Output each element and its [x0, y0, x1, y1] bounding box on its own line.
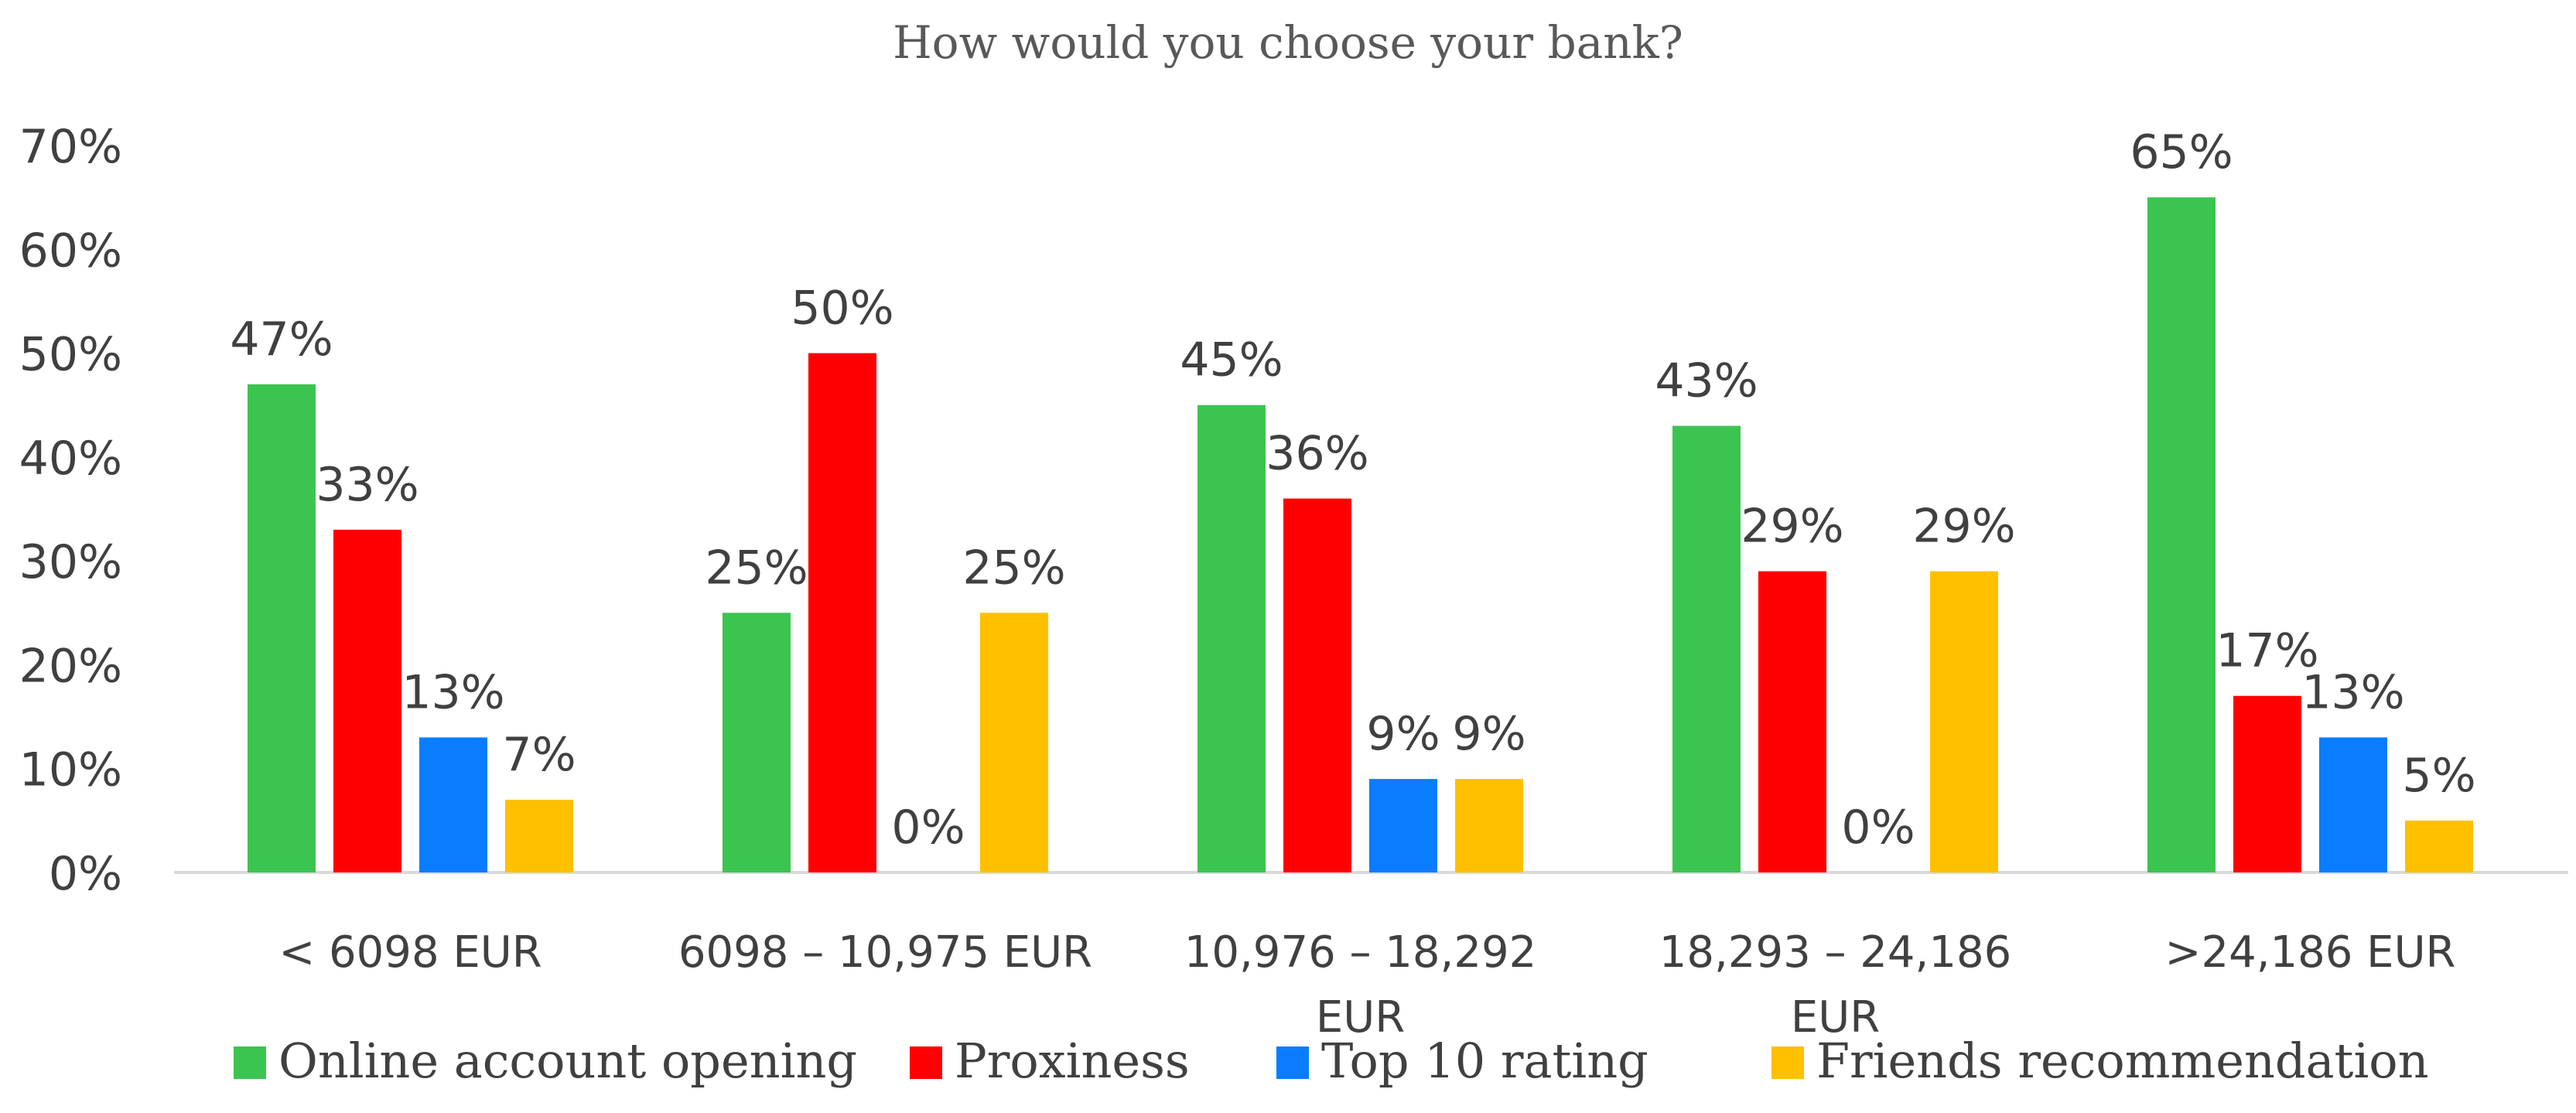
legend-label: Proxiness — [955, 1033, 1190, 1089]
data-label: 0% — [891, 801, 965, 855]
category-label: < 6098 EUR — [278, 927, 542, 978]
bar — [723, 613, 791, 872]
data-label: 29% — [1912, 500, 2015, 554]
bar — [333, 529, 401, 872]
legend-swatch — [1276, 1046, 1309, 1079]
data-label: 25% — [705, 541, 808, 595]
y-tick-label: 70% — [19, 120, 122, 174]
data-labels: 47%25%45% 43%65%33%50%36%29%17%13%0%9%0%1… — [230, 125, 2475, 855]
data-label: 13% — [2301, 665, 2404, 719]
category-label: >24,186 EUR — [2165, 927, 2456, 978]
bar — [2319, 737, 2387, 872]
data-label: 17% — [2216, 624, 2318, 678]
legend: Online account opening Proxiness Top 10 ra… — [234, 1033, 2429, 1089]
y-tick-label: 40% — [19, 432, 122, 486]
category-label: EUR — [1316, 992, 1405, 1043]
data-label: 0% — [1841, 801, 1915, 855]
bar — [808, 353, 876, 873]
category-label: 10,976 – 18,292 — [1184, 927, 1537, 978]
y-tick-label: 10% — [19, 743, 122, 797]
y-axis-ticks: 0% 10% 20% 30% 40% 50% 60% 70% — [19, 120, 122, 901]
bar — [980, 613, 1048, 872]
data-label: 47% — [230, 312, 333, 367]
bar — [1930, 571, 1998, 872]
data-label: 33% — [316, 458, 419, 512]
chart-title: How would you choose your bank? — [893, 16, 1683, 69]
bar — [1283, 498, 1351, 872]
category-label: EUR — [1791, 992, 1880, 1043]
legend-swatch — [910, 1046, 942, 1079]
bar — [248, 384, 316, 872]
y-tick-label: 0% — [49, 847, 122, 901]
bar — [505, 800, 573, 872]
data-label: 5% — [2402, 749, 2475, 803]
y-tick-label: 20% — [19, 639, 122, 693]
data-label: 29% — [1741, 500, 1843, 554]
bar — [1455, 779, 1523, 872]
bar — [2233, 695, 2301, 872]
y-tick-label: 30% — [19, 535, 122, 589]
y-tick-label: 60% — [19, 224, 122, 278]
data-label: 36% — [1266, 427, 1368, 481]
category-label: 18,293 – 24,186 — [1659, 927, 2012, 978]
legend-swatch — [1771, 1046, 1804, 1079]
legend-label: Top 10 rating — [1321, 1033, 1648, 1089]
data-label: 25% — [962, 541, 1065, 595]
legend-label: Online account opening — [278, 1033, 857, 1089]
bar — [1758, 571, 1826, 872]
data-label: 45% — [1180, 333, 1283, 388]
bar — [2405, 820, 2473, 872]
x-axis-categories: < 6098 EUR 6098 – 10,975 EUR 10,976 – 18,2… — [278, 927, 2455, 1043]
data-label: 9% — [1366, 707, 1440, 761]
bar — [1369, 779, 1437, 872]
bars — [248, 197, 2473, 873]
legend-swatch — [234, 1046, 266, 1079]
bar — [1672, 425, 1741, 872]
bar — [419, 737, 487, 872]
data-label: 65% — [2130, 125, 2233, 179]
y-tick-label: 50% — [19, 328, 122, 382]
data-label: 9% — [1452, 707, 1525, 761]
data-label: 13% — [401, 665, 504, 719]
bar — [1197, 405, 1266, 872]
data-label: 50% — [791, 282, 893, 336]
category-label: 6098 – 10,975 EUR — [678, 927, 1092, 978]
legend-label: Friends recommendation — [1816, 1033, 2429, 1089]
bar — [2147, 197, 2216, 873]
data-label: 7% — [502, 728, 576, 782]
data-label: 43% — [1655, 354, 1758, 408]
